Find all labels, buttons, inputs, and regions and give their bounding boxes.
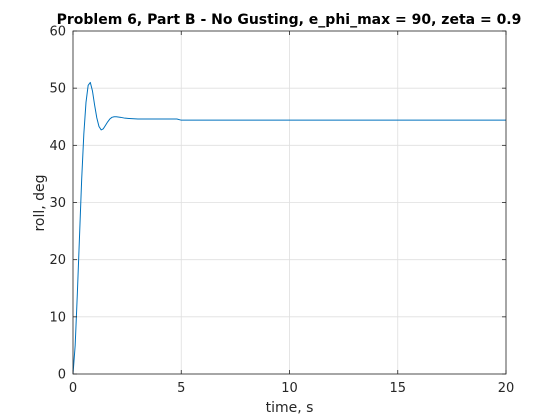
y-tick-label: 10: [49, 310, 66, 325]
y-tick-label: 0: [58, 368, 66, 383]
y-tick-label: 40: [49, 139, 66, 154]
y-tick-label: 50: [49, 82, 66, 97]
plot-area: 0 5 10 15 20 0 10 20 30 40 50 60: [49, 25, 514, 397]
y-tick-label: 60: [49, 25, 66, 40]
series-layer: [72, 81, 506, 375]
series-line: [72, 81, 506, 375]
x-tick-label: 5: [177, 381, 185, 396]
x-tick-label: 10: [281, 381, 298, 396]
x-tick-label: 20: [498, 381, 515, 396]
y-tick-label: 20: [49, 253, 66, 268]
tick-layer: 0 5 10 15 20 0 10 20 30 40 50 60: [49, 25, 514, 397]
chart-title: Problem 6, Part B - No Gusting, e_phi_ma…: [57, 12, 522, 28]
x-tick-label: 15: [389, 381, 406, 396]
x-axis-label: time, s: [266, 400, 314, 416]
y-axis-label: roll, deg: [32, 174, 48, 231]
x-tick-label: 0: [69, 381, 77, 396]
y-tick-label: 30: [49, 196, 66, 211]
